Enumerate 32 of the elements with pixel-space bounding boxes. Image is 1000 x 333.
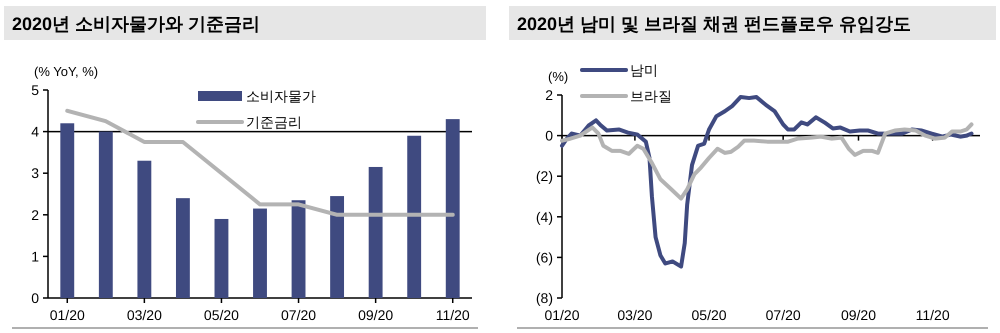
y-axis-title: (%) <box>548 69 568 84</box>
legend-label: 브라질 <box>630 88 672 104</box>
y-tick-label: 0 <box>545 128 554 144</box>
y-tick-label: 3 <box>31 165 40 182</box>
x-tick-label: 11/20 <box>436 307 470 323</box>
y-tick-label: 2 <box>31 206 40 223</box>
y-axis-title: (% YoY, %) <box>34 64 98 79</box>
y-tick-label: (6) <box>536 249 553 266</box>
chart-title: 2020년 소비자물가와 기준금리 <box>12 14 260 34</box>
y-tick-label: (8) <box>536 290 553 306</box>
y-tick-label: 5 <box>31 82 40 98</box>
y-tick-label: (2) <box>536 168 553 184</box>
y-tick-label: 1 <box>31 248 40 264</box>
x-tick-label: 07/20 <box>281 307 316 323</box>
chart-title: 2020년 남미 및 브라질 채권 펀드플로우 유입강도 <box>517 14 912 34</box>
x-tick-label: 03/20 <box>126 307 162 323</box>
x-tick-label: 07/20 <box>766 307 801 323</box>
x-tick-label: 11/20 <box>916 307 950 323</box>
x-tick-label: 05/20 <box>204 307 240 323</box>
x-tick-label: 09/20 <box>358 307 394 323</box>
x-tick-label: 01/20 <box>50 307 85 323</box>
legend-label: 소비자물가 <box>246 88 316 104</box>
x-tick-label: 01/20 <box>544 307 580 323</box>
x-tick-label: 09/20 <box>840 307 876 323</box>
y-tick-label: 4 <box>31 124 40 140</box>
legend-label: 남미 <box>630 62 658 78</box>
x-tick-label: 03/20 <box>617 307 653 323</box>
y-tick-label: (4) <box>536 208 553 225</box>
legend-label: 기준금리 <box>246 114 302 130</box>
y-tick-label: 2 <box>545 87 554 103</box>
y-tick-label: 0 <box>31 290 40 306</box>
x-tick-label: 05/20 <box>692 307 727 323</box>
